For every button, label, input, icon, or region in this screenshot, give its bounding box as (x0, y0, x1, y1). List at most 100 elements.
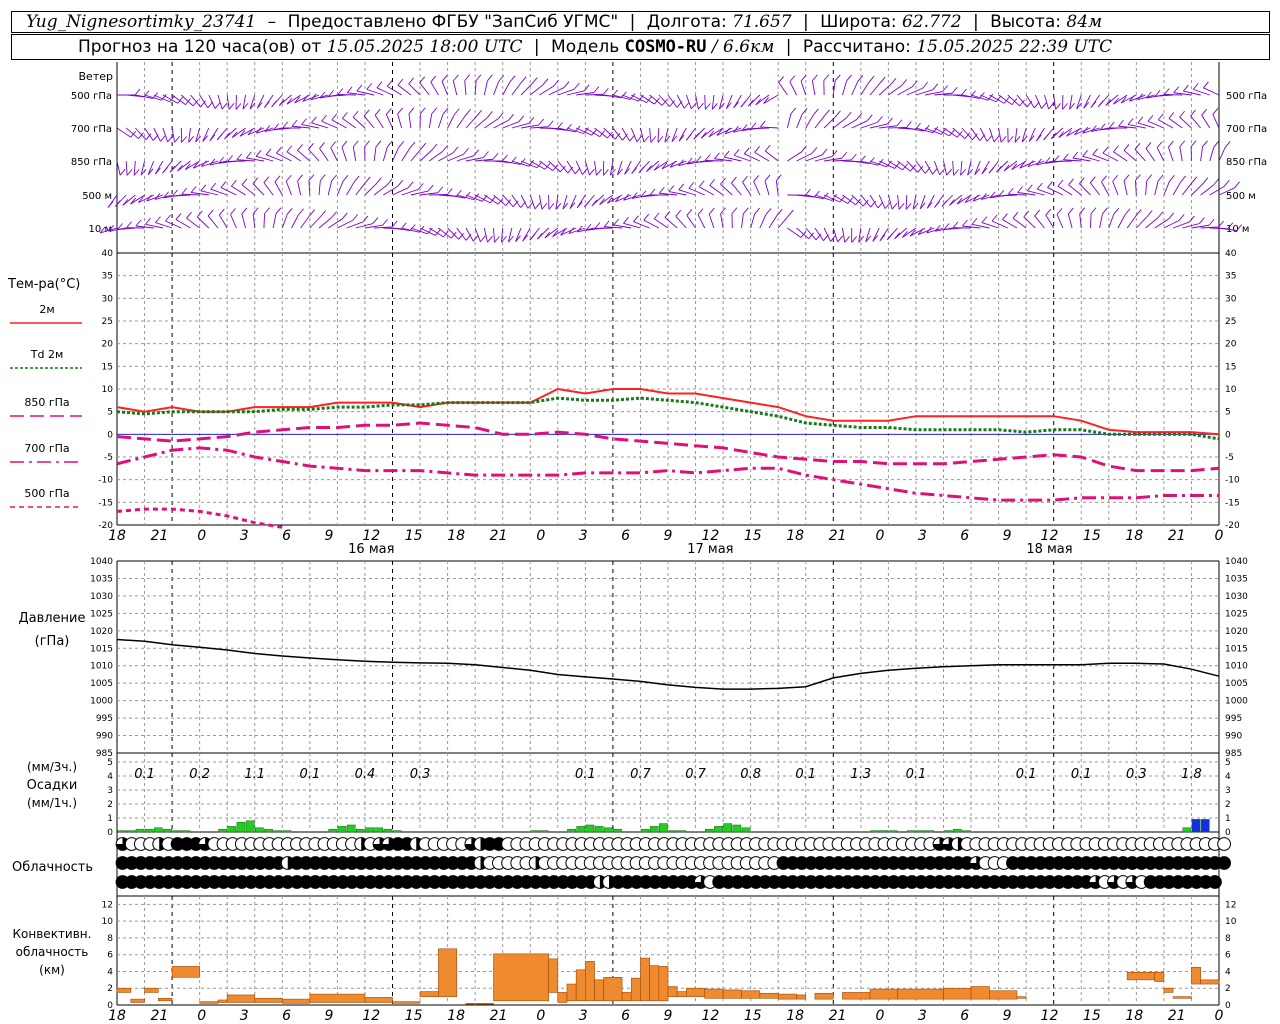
precip-bar (163, 828, 172, 833)
altitude-value: 84м (1066, 12, 1103, 32)
wind-barb (196, 210, 210, 229)
wind-barb-feather (844, 236, 851, 243)
wind-barb-staff (363, 115, 375, 129)
wind-barb-feather (115, 200, 121, 207)
wind-barb-feather (1168, 212, 1175, 220)
wind-barb (755, 94, 770, 106)
wind-barb (364, 177, 382, 196)
wind-barb-feather (453, 108, 460, 115)
pres-ytick: 1030 (90, 592, 113, 602)
wind-barb-feather (231, 131, 238, 138)
wind-barb (872, 227, 880, 242)
wind-barb-feather (661, 162, 668, 170)
wind-barb-staff (1025, 94, 1035, 109)
wind-barb-feather (408, 77, 415, 85)
wind-barb (926, 226, 944, 234)
precip-3h-label: 0.3 (1126, 767, 1147, 782)
wind-barb-feather (1118, 119, 1124, 127)
wind-barb (474, 227, 486, 243)
wind-barb (301, 118, 320, 129)
conv-cloud-bar (254, 997, 283, 1003)
wind-barb-staff (376, 87, 393, 96)
wind-barb-feather (541, 202, 548, 210)
wind-barb-staff (1091, 127, 1109, 132)
wind-barb-feather (538, 118, 545, 126)
precip-bar (328, 828, 338, 833)
wind-barb-feather (633, 215, 639, 222)
wind-barb-feather (1050, 132, 1057, 140)
wind-barb-staff (943, 160, 948, 176)
wind-barb-staff (180, 94, 194, 107)
wind-barb-feather (623, 193, 629, 201)
conv-cloud-bar (217, 999, 228, 1003)
wind-barb-feather (231, 179, 237, 187)
wind-barb (1014, 127, 1021, 143)
wind-level-label-right: 700 гПа (1226, 124, 1267, 135)
wind-barb-feather (430, 75, 437, 83)
wind-barb-staff (860, 81, 870, 96)
wind-barb (1099, 207, 1108, 229)
wind-barb (536, 227, 549, 240)
wind-barb (643, 213, 660, 229)
wind-barb-feather (298, 208, 304, 216)
pres-ytick: 1010 (90, 662, 113, 672)
wind-barb-feather (991, 214, 998, 222)
precip-bar (723, 823, 733, 833)
wind-barb-staff (419, 192, 438, 196)
wind-barb (180, 127, 187, 143)
wind-barb (1182, 217, 1205, 229)
precip-bar (594, 826, 604, 833)
wind-barb-feather (712, 103, 718, 110)
wind-barb-staff (751, 127, 770, 130)
wind-barb-feather (567, 166, 574, 174)
conv-ytick: 6 (107, 951, 113, 961)
conv-hour-label: 9 (1003, 1008, 1012, 1024)
wind-barb-feather (870, 200, 876, 208)
wind-barb-staff (328, 94, 347, 97)
wind-barb-staff (530, 160, 546, 170)
wind-barb-feather (720, 177, 726, 185)
wind-barb (1167, 140, 1174, 162)
wind-barb-staff (823, 227, 831, 242)
wind-barb (327, 212, 348, 229)
wind-barb-staff (926, 227, 944, 234)
wind-barb-staff (615, 194, 632, 203)
wind-barb-staff (502, 194, 514, 207)
wind-barb-feather (775, 174, 782, 181)
conv-cloud-bar (419, 991, 439, 997)
wind-barb-feather (568, 227, 575, 234)
wind-barb (594, 127, 613, 139)
wind-barb-feather (154, 167, 161, 175)
wind-barb (917, 227, 935, 235)
wind-barb-staff (621, 94, 639, 102)
wind-barb-staff (1092, 154, 1109, 162)
temp-hour-label: 12 (1041, 528, 1059, 544)
wind-barb-feather (812, 74, 818, 82)
wind-barb-feather (133, 169, 140, 176)
wind-barb-feather (917, 228, 924, 235)
wind-barb (949, 194, 963, 206)
precip-bar (356, 828, 365, 833)
wind-barb-feather (529, 233, 536, 241)
wind-barb-staff (474, 80, 477, 96)
wind-barb (989, 94, 1010, 104)
wind-barb-staff (1089, 213, 1092, 229)
wind-barb-feather (375, 140, 382, 147)
wind-barb (224, 127, 237, 140)
wind-barb-feather (1072, 151, 1079, 159)
conv-cloud-bar (1191, 966, 1201, 985)
wind-barb-staff (511, 122, 530, 129)
conv-cloud-bar (199, 1001, 219, 1004)
wind-barb-feather (372, 217, 379, 224)
precip-bar (392, 830, 402, 833)
wind-barb (638, 160, 650, 173)
wind-barb (704, 154, 724, 162)
wind-barb-feather (1224, 141, 1231, 148)
wind-barb-feather (453, 74, 459, 82)
wind-barb-staff (185, 160, 200, 171)
wind-barb-staff (1134, 149, 1146, 162)
wind-barb-staff (336, 181, 344, 196)
wind-barb (621, 127, 636, 142)
wind-barb (263, 207, 270, 229)
wind-barb (1062, 94, 1068, 110)
